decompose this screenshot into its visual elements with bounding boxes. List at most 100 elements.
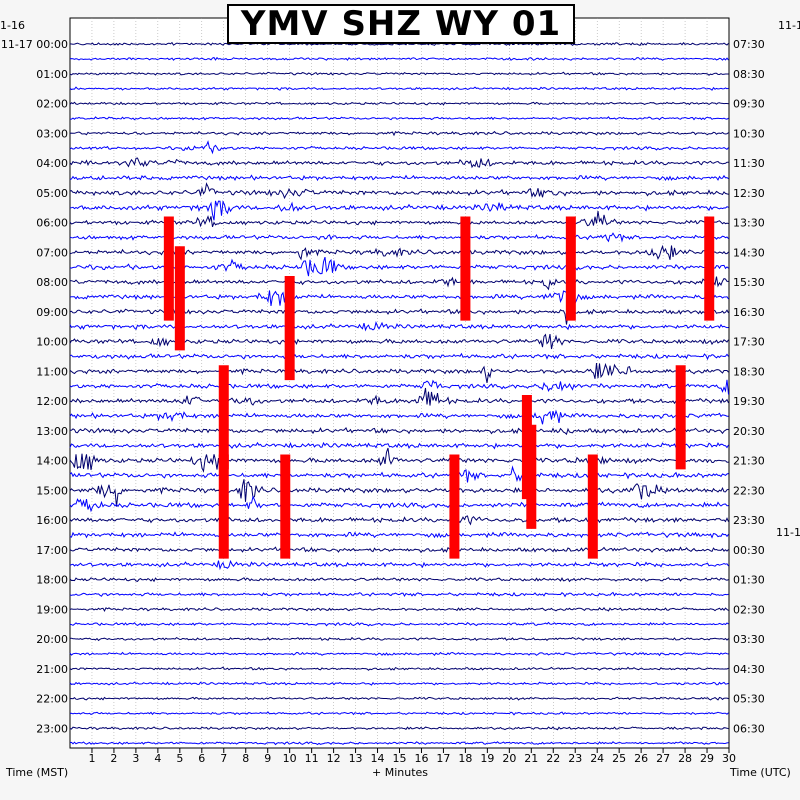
- seismic-trace: [69, 465, 729, 483]
- left-hour-label: 21:00: [36, 663, 68, 676]
- x-tick-label: 10: [283, 752, 297, 765]
- seismic-trace: [70, 426, 729, 436]
- right-hour-label: 20:30: [733, 425, 765, 438]
- seismic-trace: [69, 666, 729, 671]
- seismic-trace: [69, 174, 729, 182]
- clipped-event-mark: [163, 216, 174, 321]
- seismic-trace: [69, 211, 729, 228]
- x-tick-label: 16: [414, 752, 428, 765]
- right-hour-label: 01:30: [733, 574, 765, 587]
- left-hour-label: 03:00: [36, 127, 68, 140]
- station-title: YMV SHZ WY 01: [240, 4, 562, 44]
- seismic-trace: [69, 495, 729, 513]
- x-tick-label: 17: [436, 752, 450, 765]
- left-hour-label: 06:00: [36, 217, 68, 230]
- seismic-trace: [69, 200, 729, 221]
- left-hour-label: 16:00: [36, 514, 68, 527]
- x-tick-label: 11: [305, 752, 319, 765]
- left-hour-label: 08:00: [36, 276, 68, 289]
- left-hour-label: 17:00: [36, 544, 68, 557]
- clipped-event-mark: [218, 454, 229, 559]
- seismic-trace: [69, 636, 729, 642]
- seismic-trace: [69, 621, 729, 627]
- x-tick-label: 30: [722, 752, 736, 765]
- right-axis-label: Time (UTC): [730, 766, 791, 779]
- left-hour-label: 12:00: [36, 395, 68, 408]
- seismic-trace: [69, 232, 729, 243]
- x-tick-label: 8: [242, 752, 249, 765]
- seismic-trace: [69, 696, 729, 701]
- left-hour-label: 15:00: [36, 484, 68, 497]
- clipped-event-mark: [174, 246, 185, 351]
- clipped-event-mark: [449, 454, 460, 559]
- right-hour-label: 04:30: [733, 663, 765, 676]
- x-tick-label: 20: [502, 752, 516, 765]
- seismic-trace: [69, 559, 729, 571]
- left-hour-label: 01:00: [36, 68, 68, 81]
- right-hour-label: 05:30: [733, 693, 765, 706]
- right-hour-label: 22:30: [733, 484, 765, 497]
- seismic-trace: [69, 116, 729, 121]
- seismic-trace: [69, 447, 729, 473]
- x-tick-label: 22: [546, 752, 560, 765]
- seismic-trace: [69, 130, 729, 137]
- x-tick-label: 6: [198, 752, 205, 765]
- right-hour-label: 03:30: [733, 633, 765, 646]
- left-hour-label: 19:00: [36, 603, 68, 616]
- right-hour-label: 18:30: [733, 365, 765, 378]
- x-tick-label: 25: [612, 752, 626, 765]
- x-tick-label: 1: [88, 752, 95, 765]
- right-hour-label: 06:30: [733, 722, 765, 735]
- x-tick-label: 27: [656, 752, 670, 765]
- seismic-trace: [69, 741, 729, 746]
- clipped-event-mark: [521, 395, 532, 500]
- x-tick-label: 29: [700, 752, 714, 765]
- x-tick-label: 14: [371, 752, 385, 765]
- right-hour-label: 16:30: [733, 306, 765, 319]
- clipped-event-mark: [460, 216, 471, 321]
- right-hour-label: 21:30: [733, 455, 765, 468]
- seismic-trace: [69, 591, 729, 598]
- right-date-mid: 11-1: [776, 526, 800, 539]
- seismic-trace: [69, 711, 729, 716]
- left-hour-label: 23:00: [36, 722, 68, 735]
- right-hour-label: 13:30: [733, 217, 765, 230]
- right-hour-label: 17:30: [733, 336, 765, 349]
- x-tick-label: 28: [678, 752, 692, 765]
- left-hour-label: 05:00: [36, 187, 68, 200]
- seismic-trace: [69, 140, 729, 155]
- left-date-prev: 1-16: [0, 19, 25, 32]
- x-tick-label: 24: [590, 752, 604, 765]
- right-hour-label: 09:30: [733, 98, 765, 111]
- x-tick-label: 5: [176, 752, 183, 765]
- left-hour-label: 04:00: [36, 157, 68, 170]
- seismic-trace: [69, 86, 729, 91]
- right-hour-label: 12:30: [733, 187, 765, 200]
- x-tick-label: 26: [634, 752, 648, 765]
- left-hour-label: 13:00: [36, 425, 68, 438]
- seismic-trace: [69, 515, 729, 526]
- right-date-top: 11-1: [778, 19, 800, 32]
- x-tick-label: 3: [132, 752, 139, 765]
- left-hour-label: 14:00: [36, 455, 68, 468]
- seismic-trace: [69, 606, 729, 612]
- seismic-trace: [69, 726, 729, 731]
- left-hour-label: 20:00: [36, 633, 68, 646]
- seismic-trace: [69, 546, 729, 554]
- clipped-event-mark: [587, 454, 598, 559]
- left-hour-label: 18:00: [36, 574, 68, 587]
- right-hour-label: 23:30: [733, 514, 765, 527]
- left-hour-label: 02:00: [36, 98, 68, 111]
- right-hour-label: 14:30: [733, 246, 765, 259]
- right-hour-label: 19:30: [733, 395, 765, 408]
- seismic-trace: [69, 352, 729, 361]
- right-hour-label: 00:30: [733, 544, 765, 557]
- clipped-event-mark: [280, 454, 291, 559]
- right-hour-label: 15:30: [733, 276, 765, 289]
- clipped-event-mark: [284, 276, 295, 381]
- seismic-trace: [69, 71, 729, 76]
- station-title-box: YMV SHZ WY 01: [227, 4, 575, 44]
- x-tick-label: 2: [110, 752, 117, 765]
- left-hour-label: 22:00: [36, 693, 68, 706]
- clipped-event-mark: [704, 216, 715, 321]
